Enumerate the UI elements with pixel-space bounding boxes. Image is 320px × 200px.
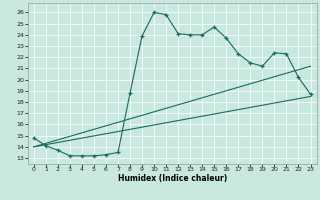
X-axis label: Humidex (Indice chaleur): Humidex (Indice chaleur) <box>117 174 227 183</box>
